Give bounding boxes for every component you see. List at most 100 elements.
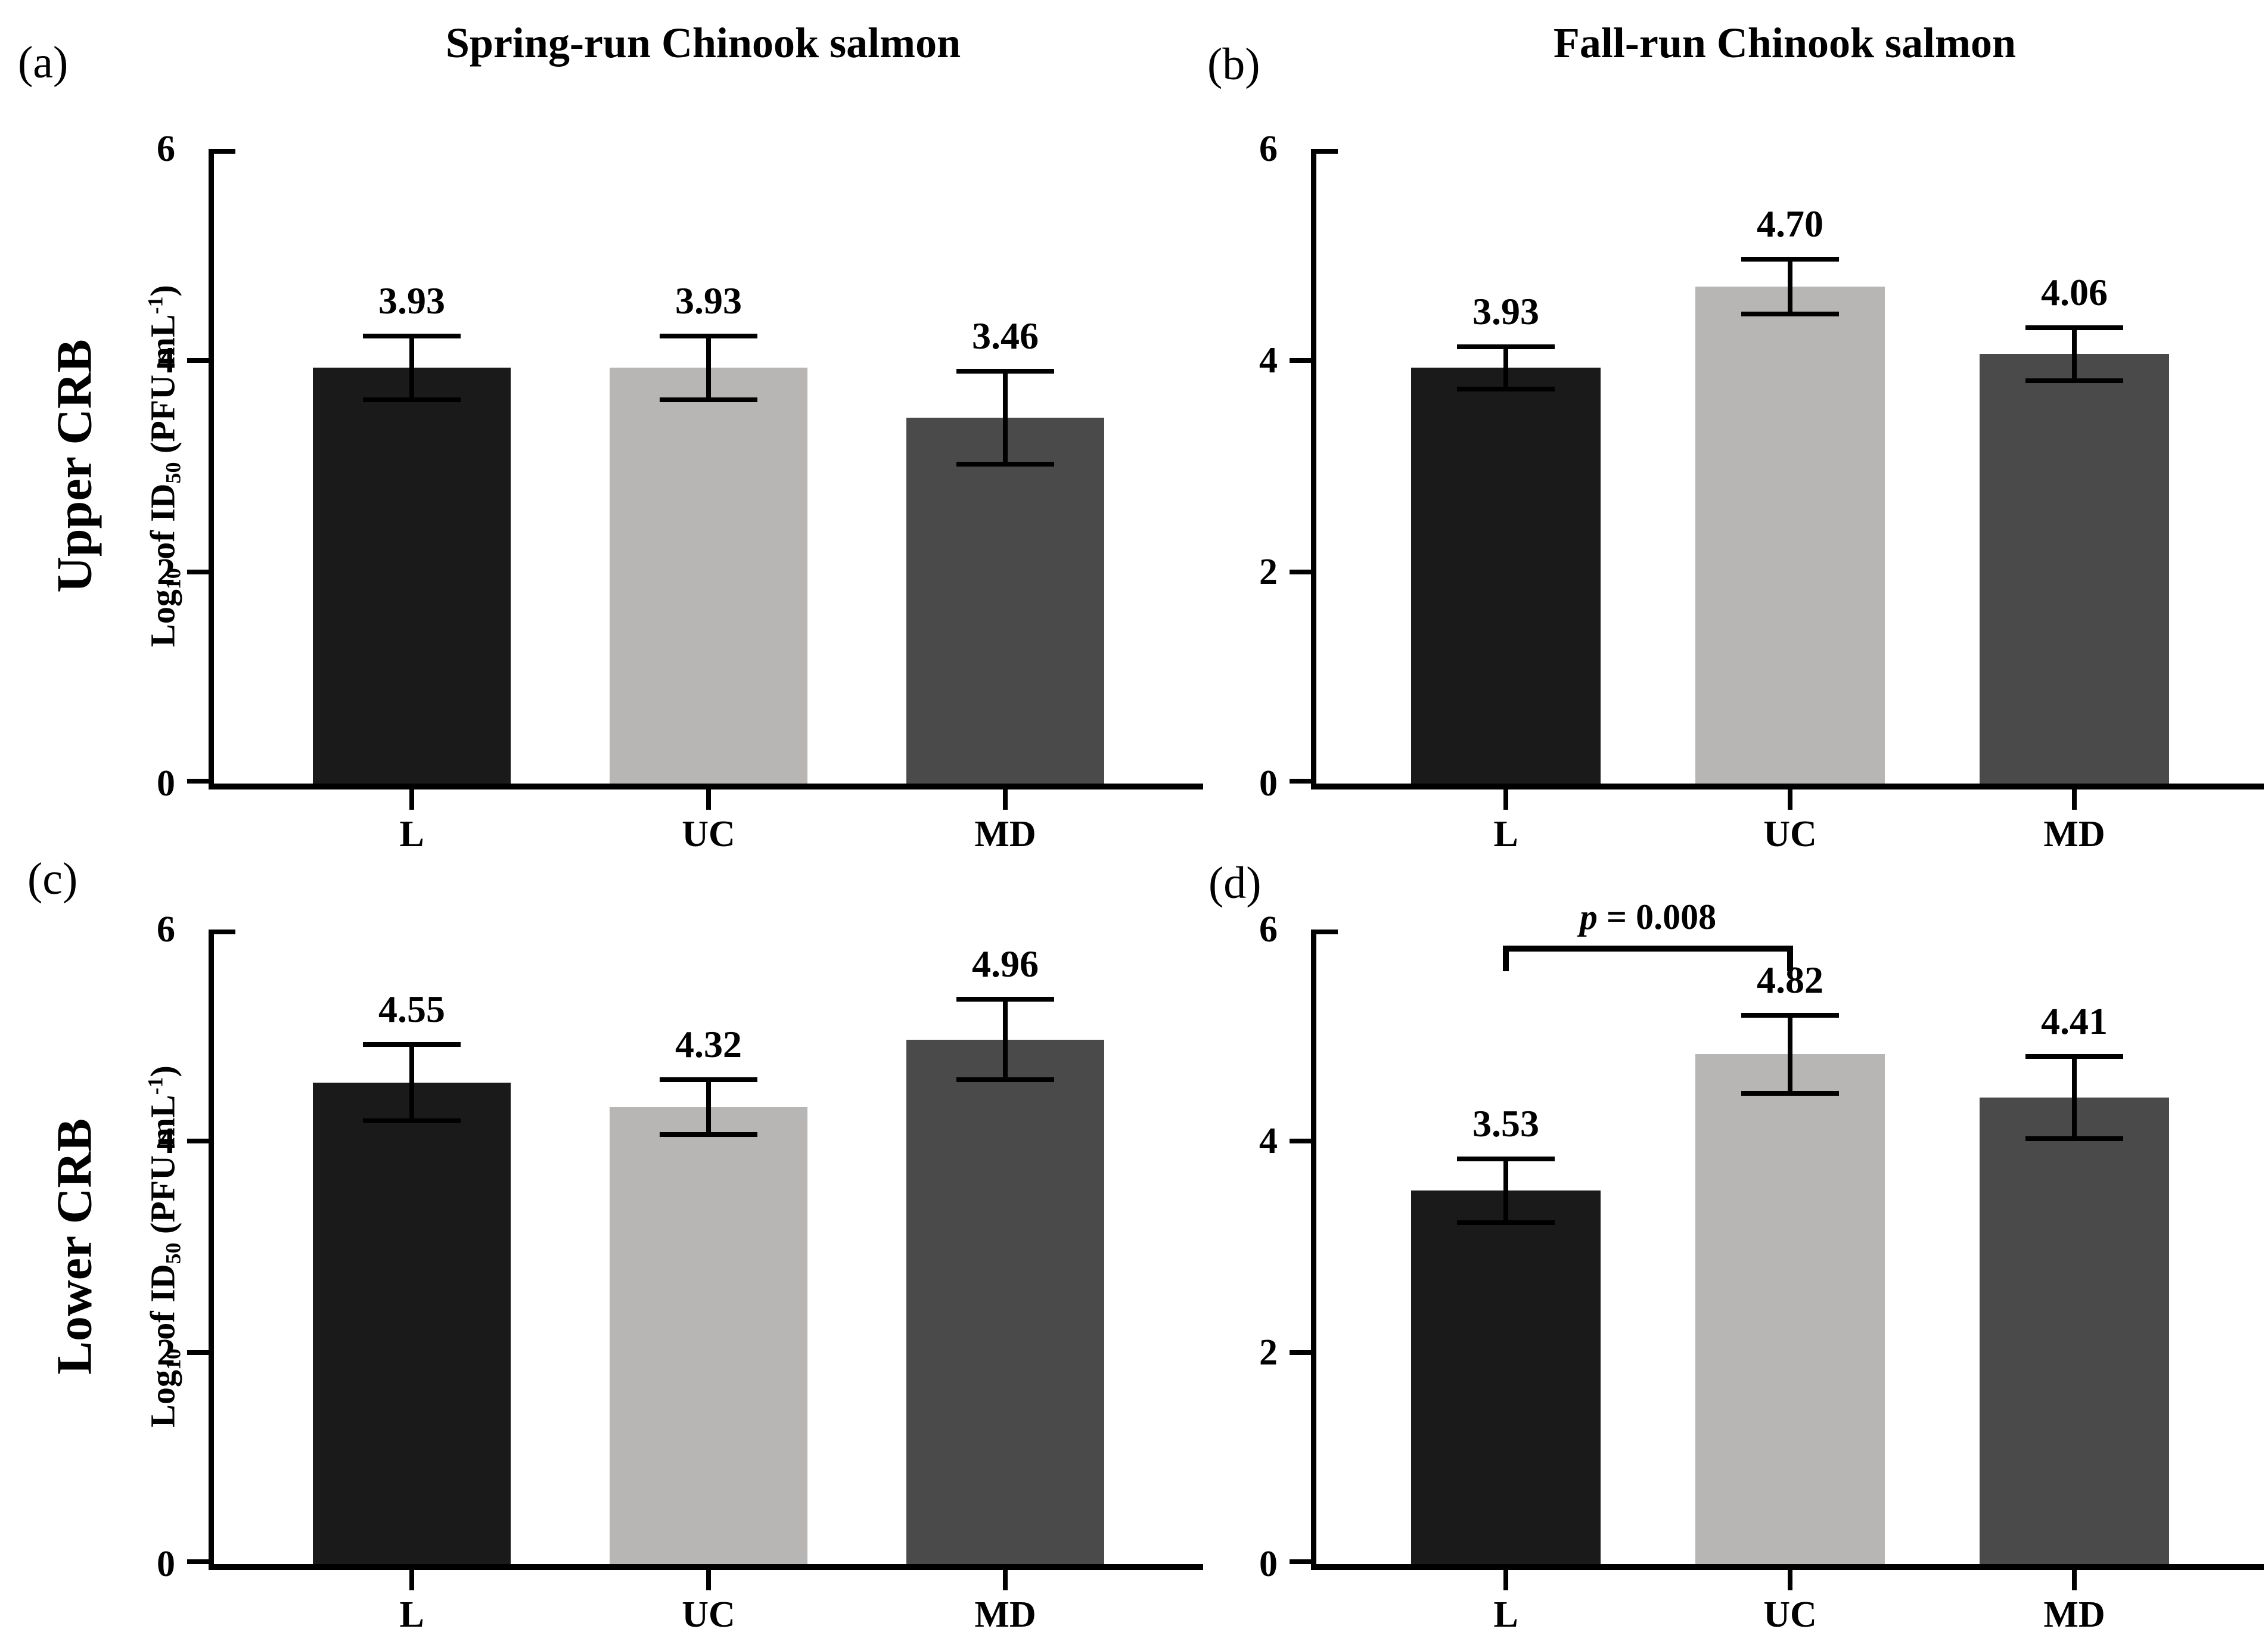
bar-value-label: 3.46: [972, 314, 1039, 357]
y-axis-tick: [214, 149, 235, 154]
y-axis-title-lower: Log10 of ID50 (PFU mL-1): [133, 930, 185, 1564]
error-bar-cap-bottom: [1457, 386, 1555, 391]
text-segment: ): [143, 1065, 182, 1077]
error-bar-line: [2072, 327, 2077, 381]
x-category-label: L: [399, 814, 424, 854]
column-title-fall-run: Fall-run Chinook salmon: [1553, 19, 2017, 67]
error-bar-cap-top: [1741, 1012, 1839, 1018]
x-category-label: MD: [2043, 1594, 2105, 1635]
error-bar-line: [1503, 1159, 1508, 1223]
significance-bracket-line: [1503, 945, 1793, 952]
panel-letter-b: (b): [1207, 39, 1260, 89]
y-axis-tick: [1290, 1139, 1311, 1143]
y-tick-label: 2: [1259, 552, 1278, 592]
y-axis-tick: [1290, 570, 1311, 574]
error-bar-cap-top: [1457, 1157, 1555, 1162]
bar-md: [1980, 1098, 2169, 1564]
error-bar-line: [706, 1080, 711, 1135]
y-axis-tick: [1290, 1559, 1311, 1564]
bar-value-label: 3.93: [378, 279, 445, 322]
bar-uc: [1695, 1054, 1885, 1564]
error-bar-line: [409, 336, 414, 400]
bar-value-label: 4.06: [2041, 271, 2108, 313]
error-bar-cap-top: [2025, 1054, 2123, 1059]
error-bar-cap-top: [2025, 325, 2123, 330]
y-axis-tick: [187, 779, 209, 784]
y-tick-label: 4: [157, 1121, 175, 1161]
error-bar-cap-bottom: [956, 461, 1054, 467]
x-category-label: MD: [2043, 814, 2105, 854]
error-bar-cap-bottom: [2025, 1136, 2123, 1142]
text-segment: = 0.008: [1597, 897, 1717, 937]
x-category-label: UC: [682, 1594, 735, 1635]
bar-value-label: 4.32: [675, 1023, 742, 1066]
text-segment: ): [143, 285, 182, 297]
y-tick-label: 6: [157, 909, 175, 950]
x-axis-tick: [1503, 1570, 1508, 1590]
text-segment: -1: [143, 296, 167, 315]
bar-l: [1411, 1190, 1601, 1564]
error-bar-cap-bottom: [1741, 1091, 1839, 1096]
error-bar-cap-bottom: [956, 1077, 1054, 1083]
text-segment: (PFU mL: [143, 1095, 182, 1243]
y-tick-label: 0: [157, 1544, 175, 1584]
x-axis-tick: [1788, 789, 1792, 810]
x-category-label: UC: [1763, 814, 1817, 854]
bar-md: [1980, 354, 2169, 784]
text-segment: Log: [143, 589, 182, 647]
y-tick-label: 2: [157, 1332, 175, 1373]
error-bar-cap-bottom: [1741, 311, 1839, 316]
column-title-spring-run: Spring-run Chinook salmon: [445, 19, 961, 67]
error-bar-cap-top: [956, 368, 1054, 374]
bar-l: [1411, 368, 1601, 784]
panel-letter-a: (a): [18, 38, 69, 88]
y-tick-label: 0: [157, 763, 175, 804]
y-tick-label: 6: [1259, 909, 1278, 950]
y-axis-tick: [187, 1350, 209, 1355]
bar-value-label: 4.55: [378, 988, 445, 1031]
text-segment: 50: [161, 462, 185, 484]
x-axis-tick: [1788, 1570, 1792, 1590]
error-bar-cap-top: [363, 334, 461, 339]
error-bar-cap-bottom: [363, 397, 461, 402]
error-bar-line: [1788, 1015, 1792, 1094]
y-axis-tick: [214, 930, 235, 934]
bar-value-label: 3.53: [1472, 1102, 1539, 1145]
y-axis-title-upper: Log10 of ID50 (PFU mL-1): [133, 149, 185, 784]
panel-letter-d: (d): [1208, 858, 1262, 908]
x-category-label: L: [399, 1594, 424, 1635]
x-axis-tick: [1003, 789, 1008, 810]
x-axis-tick: [706, 1570, 711, 1590]
x-category-label: L: [1493, 1594, 1518, 1635]
y-axis-tick: [1290, 779, 1311, 784]
x-axis-tick: [409, 789, 414, 810]
error-bar-line: [1788, 259, 1792, 314]
error-bar-line: [2072, 1056, 2077, 1139]
bar-value-label: 4.70: [1757, 202, 1823, 245]
y-axis-tick: [1290, 1350, 1311, 1355]
bar-l: [313, 1083, 511, 1564]
bar-md: [906, 417, 1104, 784]
y-tick-label: 4: [157, 340, 175, 381]
panel-b-plot: 0 2 4 6 3.93 L 4.70 UC 4.06 MD: [1259, 129, 2264, 854]
error-bar-line: [1003, 999, 1008, 1080]
bar-uc: [1695, 286, 1885, 784]
panel-c-plot: 0 2 4 6 4.55 L 4.32 UC 4.96 MD: [157, 909, 1203, 1634]
y-axis-tick: [187, 1559, 209, 1564]
x-category-label: UC: [1763, 1594, 1817, 1635]
error-bar-line: [1003, 371, 1008, 464]
error-bar-cap-top: [363, 1042, 461, 1047]
error-bar-cap-top: [1457, 344, 1555, 349]
text-segment: -1: [143, 1077, 167, 1095]
text-segment: Log: [143, 1370, 182, 1428]
y-axis-tick: [1316, 149, 1338, 154]
y-tick-label: 4: [1259, 340, 1278, 381]
y-tick-label: 2: [157, 552, 175, 592]
x-category-label: L: [1493, 814, 1518, 854]
row-label-upper-crb: Upper CRB: [46, 339, 102, 593]
error-bar-line: [706, 336, 711, 400]
error-bar-cap-top: [660, 1077, 757, 1083]
x-axis-tick: [1003, 1570, 1008, 1590]
text-segment: 50: [161, 1242, 185, 1264]
error-bar-cap-bottom: [660, 397, 757, 402]
